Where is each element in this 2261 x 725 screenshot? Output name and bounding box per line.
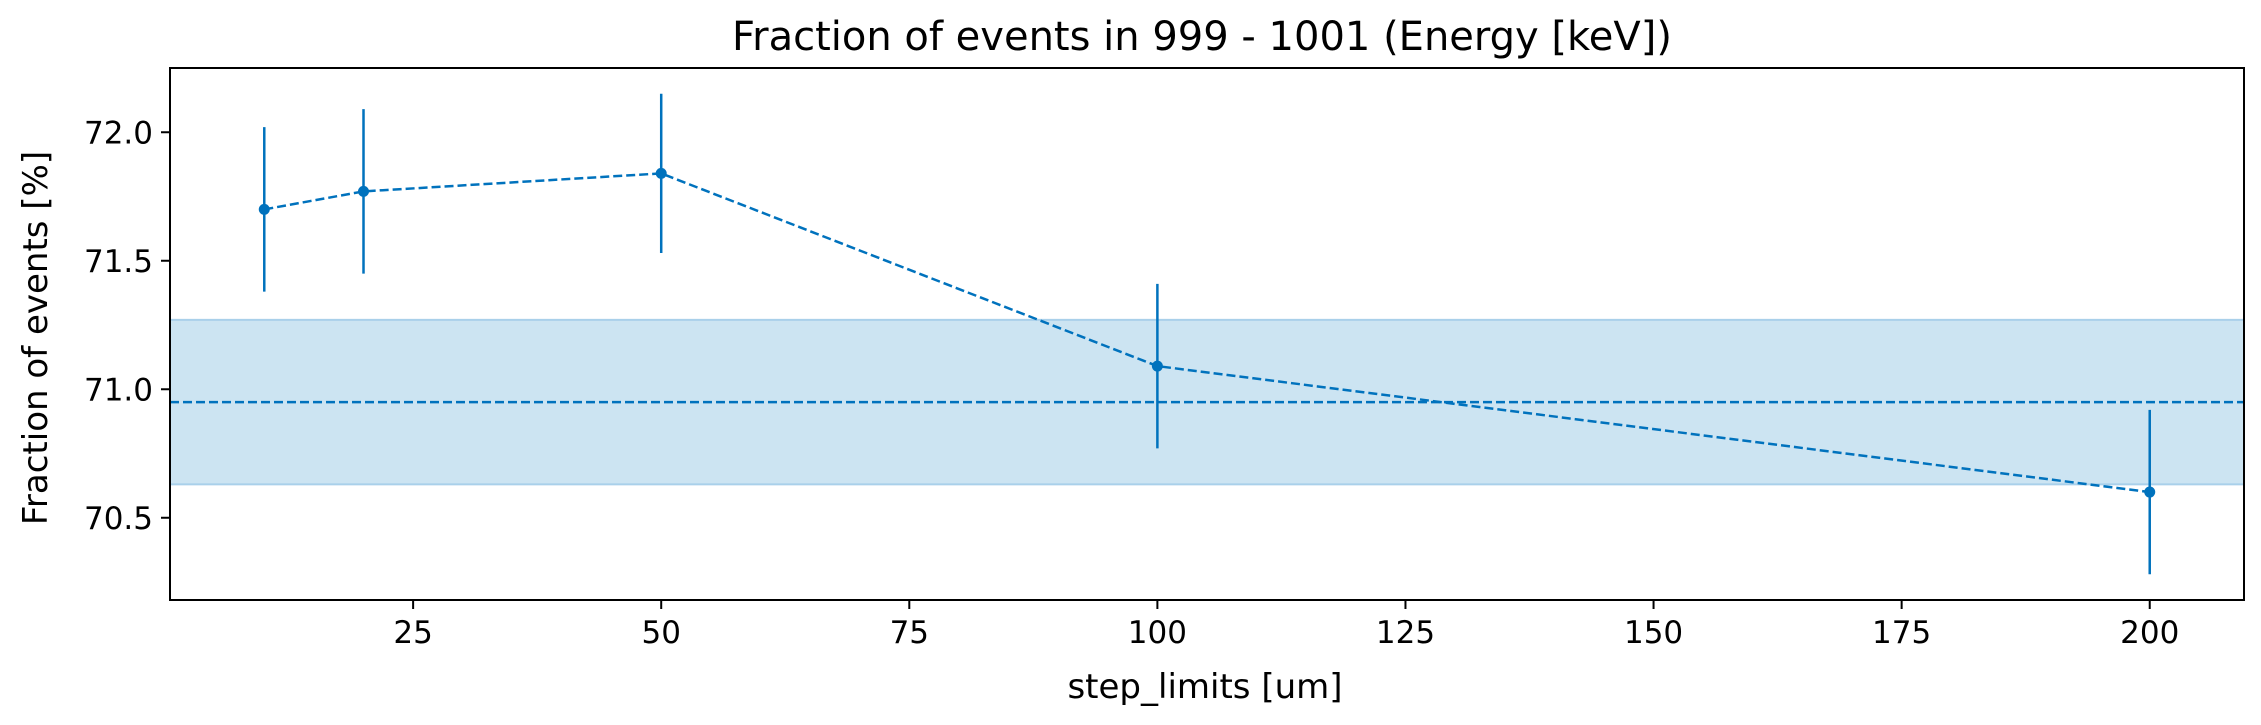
- data-point: [358, 185, 370, 197]
- data-point: [2144, 486, 2156, 498]
- data-point: [258, 203, 270, 215]
- x-tick-label: 100: [1128, 615, 1187, 651]
- chart-title: Fraction of events in 999 - 1001 (Energy…: [732, 14, 1672, 60]
- data-point: [655, 167, 667, 179]
- x-tick-label: 50: [641, 615, 680, 651]
- x-tick-label: 200: [2120, 615, 2179, 651]
- y-tick-label: 71.0: [84, 372, 153, 408]
- x-axis-label: step_limits [um]: [1067, 667, 1342, 707]
- x-tick-label: 150: [1624, 615, 1683, 651]
- y-tick-label: 71.5: [84, 244, 153, 280]
- y-tick-label: 70.5: [84, 501, 153, 537]
- y-tick-label: 72.0: [84, 115, 153, 151]
- y-axis-label: Fraction of events [%]: [16, 151, 56, 525]
- series-line: [264, 172, 2150, 494]
- x-tick-label: 175: [1872, 615, 1931, 651]
- plot-area: [169, 93, 2245, 575]
- x-tick-label: 25: [393, 615, 432, 651]
- plot-frame: [169, 67, 2245, 601]
- x-tick-label: 75: [890, 615, 929, 651]
- data-point: [1151, 360, 1163, 372]
- x-tick-label: 125: [1376, 615, 1435, 651]
- axes: 25 50 75 100 125 150 175 200 70.5 71.0 71.5 72.0: [84, 67, 2245, 651]
